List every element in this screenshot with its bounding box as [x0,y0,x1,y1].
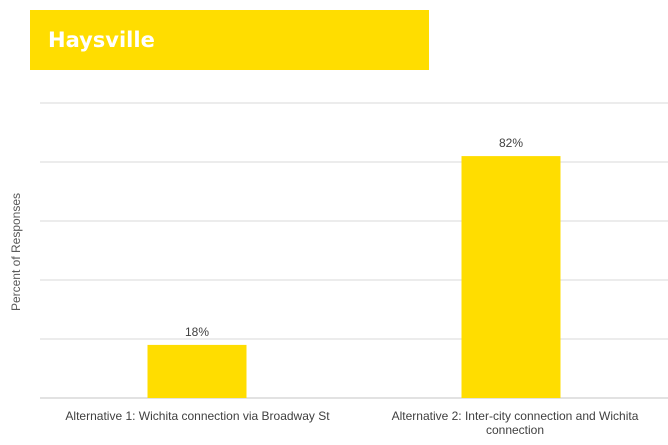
data-label-0: 18% [185,325,209,339]
x-tick-label-1: Alternative 2: Inter-city connection and… [391,409,639,437]
bar-0 [147,344,247,398]
chart-title-banner: Haysville [30,10,429,70]
chart-title: Haysville [48,28,155,52]
data-label-1: 82% [499,136,523,150]
bar-1 [461,156,561,398]
x-tick-label-0: Alternative 1: Wichita connection via Br… [65,409,330,423]
